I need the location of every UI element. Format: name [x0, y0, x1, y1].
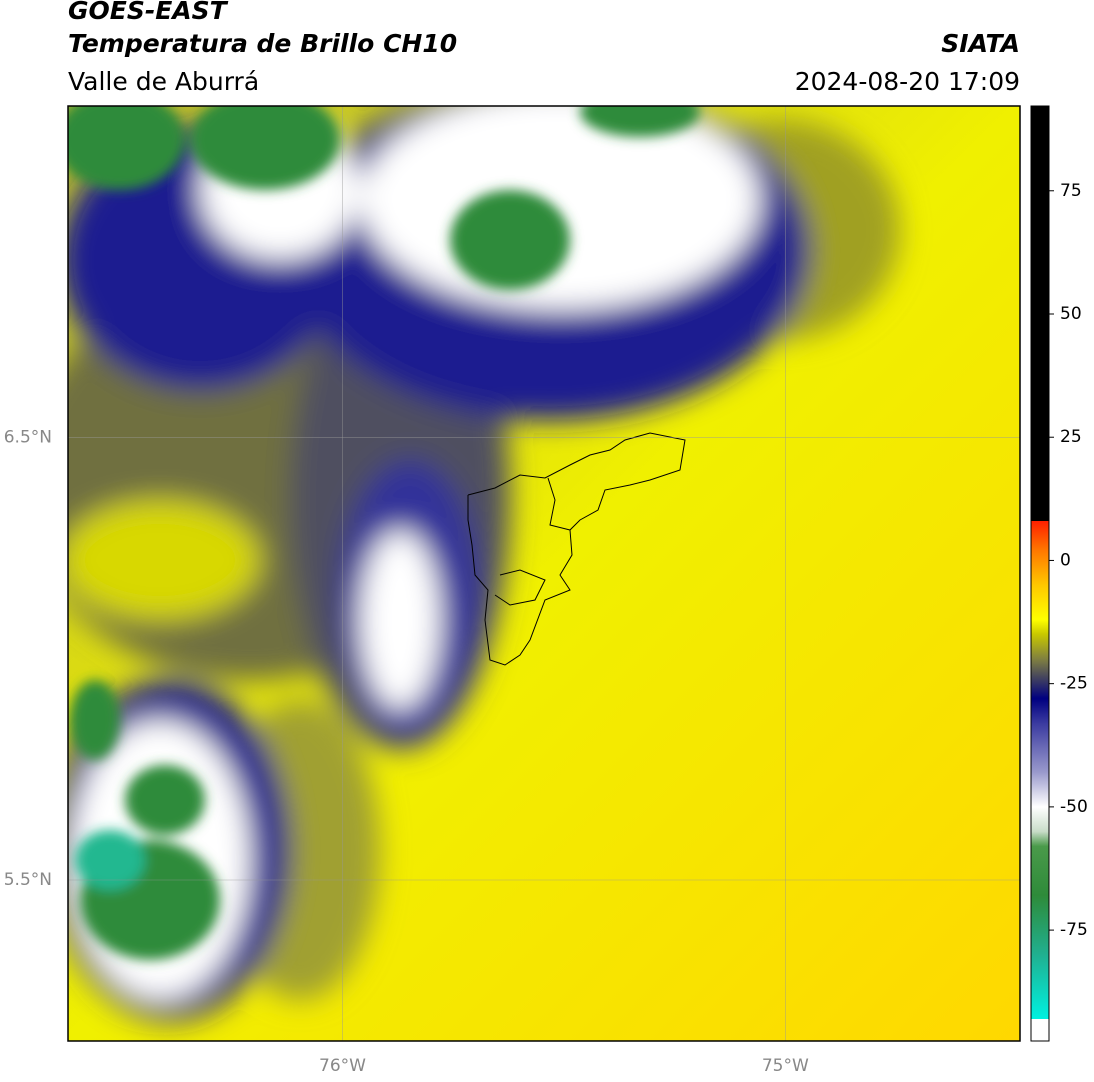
- map-image: [68, 106, 1020, 1041]
- cold-tops: [68, 106, 700, 960]
- map-frame: [67, 105, 1021, 1042]
- valley-boundary: [467, 432, 686, 666]
- colorbar-tick-label: -50: [1060, 797, 1088, 817]
- colorbar-tick-label: 25: [1060, 427, 1082, 447]
- title: GOES-EAST: [68, 0, 229, 25]
- colorbar-tick-label: 75: [1060, 181, 1082, 201]
- colorbar-tick-label: 0: [1060, 550, 1071, 570]
- municipality-boundary: [547, 477, 571, 531]
- datetime: 2024-08-20 17:09: [795, 67, 1020, 96]
- subtitle: Temperatura de Brillo CH10: [68, 29, 457, 58]
- source: SIATA: [941, 29, 1020, 58]
- x-tick-label: 75°W: [762, 1056, 809, 1076]
- colorbar-tick-label: -75: [1060, 920, 1088, 940]
- colorbar-frame: [1030, 105, 1050, 1042]
- x-tick-label: 76°W: [319, 1056, 366, 1076]
- y-tick-label: 5.5°N: [4, 870, 52, 890]
- grid: [68, 106, 1020, 1041]
- colorbar-tick-label: 50: [1060, 304, 1082, 324]
- colorbar: [1031, 106, 1049, 1041]
- municipality-boundary: [494, 569, 546, 606]
- colorbar-tick-label: -25: [1060, 674, 1088, 694]
- region: Valle de Aburrá: [68, 67, 259, 96]
- y-tick-label: 6.5°N: [4, 428, 52, 448]
